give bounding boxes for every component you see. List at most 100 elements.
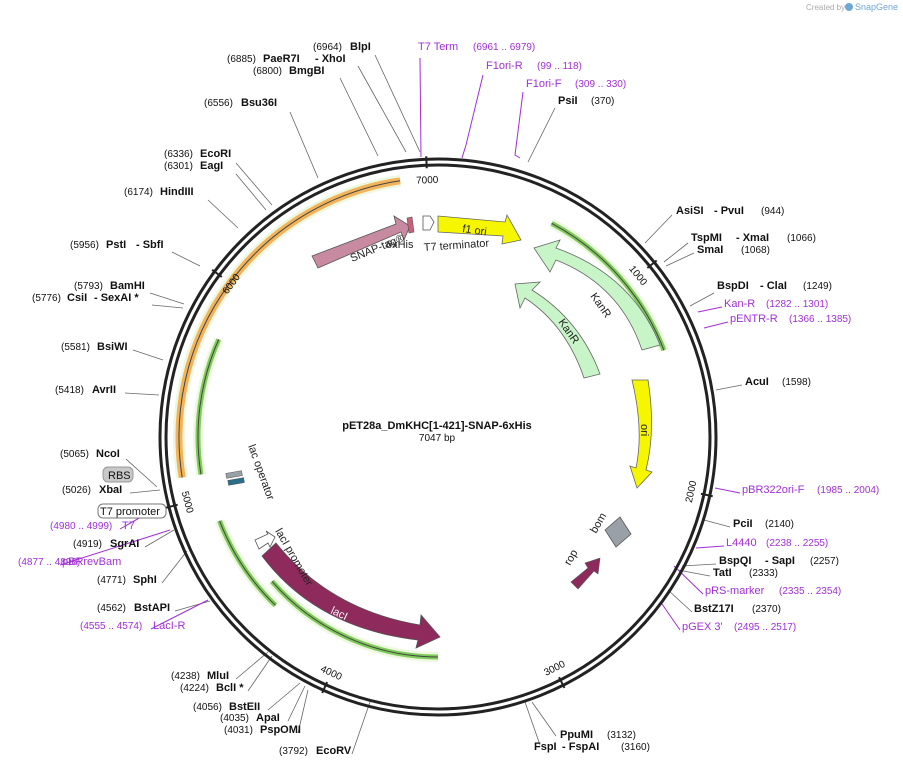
site-name: PciI xyxy=(733,518,753,530)
site-name: AsiSI xyxy=(676,205,704,217)
feature-label: T7 terminator xyxy=(423,237,489,254)
scale-tick xyxy=(321,681,329,694)
site-position: (4238) xyxy=(171,671,200,682)
primer-name: pBRrevBam xyxy=(62,556,121,568)
backbone-inner xyxy=(164,163,712,711)
site-position: (1249) xyxy=(803,281,832,292)
site-name: BsiWI xyxy=(97,341,128,353)
primer-range: (1282 .. 1301) xyxy=(766,299,828,310)
t7-promoter-box xyxy=(97,503,167,519)
site-position: (6800) xyxy=(253,66,282,77)
site-name: XbaI xyxy=(99,484,122,496)
site-position: (5956) xyxy=(70,240,99,251)
t7-promoter-label: T7 promoter xyxy=(100,506,160,518)
site-position: (1066) xyxy=(787,233,816,244)
site-name: TatI xyxy=(713,567,732,579)
kanr-arrow xyxy=(514,281,601,379)
plasmid-length: 7047 bp xyxy=(419,433,456,444)
feature-arc-core xyxy=(178,180,401,478)
scale-tick xyxy=(211,268,223,278)
site-position: (5776) xyxy=(32,293,61,304)
scale-label: 5000 xyxy=(179,490,195,515)
site-position: (1068) xyxy=(741,245,770,256)
site-position: (4771) xyxy=(97,575,126,586)
scale-tick xyxy=(425,156,428,169)
primer-range: (6961 .. 6979) xyxy=(473,42,535,53)
site-name: - XmaI xyxy=(736,232,769,244)
site-position: (4031) xyxy=(224,725,253,736)
plasmid-name: pET28a_DmKHC[1-421]-SNAP-6xHis xyxy=(342,420,532,432)
scale-label: 7000 xyxy=(416,175,439,187)
site-name: PspOMI xyxy=(260,724,301,736)
brand-icon xyxy=(845,3,853,11)
f1-ori-arrow xyxy=(437,213,522,245)
scale-label: 3000 xyxy=(542,659,567,679)
site-name: - ClaI xyxy=(760,280,787,292)
site-name: MluI xyxy=(207,670,229,682)
site-position: (6556) xyxy=(204,98,233,109)
site-position: (2370) xyxy=(752,604,781,615)
site-position: (4056) xyxy=(193,702,222,713)
rbs-box xyxy=(102,466,134,483)
primer-range: (309 .. 330) xyxy=(575,79,626,90)
primer-name: F1ori-R xyxy=(486,60,523,72)
feature-arc-core xyxy=(219,520,276,606)
primer-name: pRS-marker xyxy=(705,585,765,597)
primer-name: Kan-R xyxy=(724,298,755,310)
site-name: AcuI xyxy=(745,376,769,388)
site-position: (6964) xyxy=(313,42,342,53)
primer-name: T7 xyxy=(122,520,135,532)
feature-label: 6xHis xyxy=(386,239,414,251)
scale-label: 2000 xyxy=(684,479,700,503)
site-position: (5065) xyxy=(60,449,89,460)
site-position: (6336) xyxy=(164,149,193,160)
site-name: - PvuI xyxy=(714,205,744,217)
scale-tick xyxy=(165,503,178,509)
feature-label: lac operator xyxy=(245,443,276,502)
site-position: (1598) xyxy=(782,377,811,388)
feature-label: rop xyxy=(562,548,580,568)
site-position: (3132) xyxy=(607,730,636,741)
primer-name: pBR322ori-F xyxy=(742,484,805,496)
rop-arrow xyxy=(570,557,601,590)
snap-tag-arrow xyxy=(311,215,411,269)
primer-name: pENTR-R xyxy=(730,313,778,325)
feature-shapes xyxy=(97,213,661,649)
lac-operator xyxy=(227,477,245,486)
site-position: (2333) xyxy=(749,568,778,579)
primer-range: (2335 .. 2354) xyxy=(779,586,841,597)
site-position: (4224) xyxy=(180,683,209,694)
site-name: BspDI xyxy=(717,280,749,292)
site-name: EagI xyxy=(200,160,223,172)
primer-name: LacI-R xyxy=(153,620,185,632)
site-name: FspI xyxy=(534,741,557,753)
site-position: (6174) xyxy=(124,187,153,198)
laci-promoter xyxy=(254,530,276,550)
site-position: (2140) xyxy=(765,519,794,530)
site-name: PpuMI xyxy=(560,729,593,741)
brand: SnapGene xyxy=(855,2,898,12)
primer-leaders xyxy=(59,57,741,631)
site-position: (370) xyxy=(591,96,614,107)
created-by: Created by xyxy=(806,3,845,12)
site-name: TspMI xyxy=(691,232,722,244)
site-name: SmaI xyxy=(697,244,723,256)
site-position: (4562) xyxy=(97,603,126,614)
site-name: BmgBI xyxy=(289,65,324,77)
site-position: (4919) xyxy=(73,539,102,550)
primer-range: (1366 .. 1385) xyxy=(789,314,851,325)
bom-box xyxy=(604,516,632,548)
site-position: (2257) xyxy=(810,556,839,567)
primer-range: (4877 .. 4896) xyxy=(18,557,80,568)
site-name: BclI * xyxy=(216,682,244,694)
primer-name: L4440 xyxy=(726,537,757,549)
feature-arc-core xyxy=(551,222,665,351)
primer-name: F1ori-F xyxy=(526,78,562,90)
site-name: NcoI xyxy=(96,448,120,460)
site-name: HindIII xyxy=(160,186,194,198)
feature-arc-core xyxy=(197,339,220,475)
his-tag xyxy=(406,216,415,234)
site-name: BlpI xyxy=(350,41,371,53)
site-position: (5793) xyxy=(74,281,103,292)
site-position: (3160) xyxy=(621,742,650,753)
